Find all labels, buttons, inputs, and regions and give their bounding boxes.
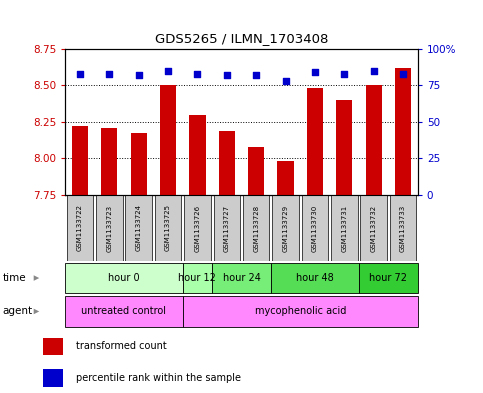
Text: GSM1133726: GSM1133726 [195,204,200,252]
Point [194,71,201,77]
Point [252,72,260,79]
Bar [395,68,411,195]
Bar [271,263,359,294]
Point [223,72,231,79]
Bar [272,195,299,261]
Bar [360,195,387,261]
Bar [243,195,270,261]
Text: hour 48: hour 48 [296,273,334,283]
Point [135,72,142,79]
Bar [183,263,212,294]
Bar [390,195,416,261]
Text: GSM1133730: GSM1133730 [312,204,318,252]
Text: mycophenolic acid: mycophenolic acid [255,307,346,316]
Text: GSM1133732: GSM1133732 [371,204,377,252]
Text: GSM1133723: GSM1133723 [106,204,112,252]
Text: GSM1133729: GSM1133729 [283,204,288,252]
Text: hour 0: hour 0 [108,273,140,283]
Point [341,71,348,77]
Bar [307,88,323,195]
Text: untreated control: untreated control [82,307,167,316]
Point [282,78,289,84]
Bar [43,338,63,355]
Bar [65,263,183,294]
Bar [212,263,271,294]
Point [399,71,407,77]
Text: percentile rank within the sample: percentile rank within the sample [75,373,241,383]
Text: GSM1133728: GSM1133728 [253,204,259,252]
Text: agent: agent [2,307,32,316]
Text: GSM1133724: GSM1133724 [136,204,142,252]
Point [76,71,84,77]
Bar [183,296,418,327]
Bar [43,369,63,387]
Bar [189,114,205,195]
Point [105,71,113,77]
Bar [72,126,88,195]
Point [164,68,172,74]
Bar [67,195,93,261]
Bar [248,147,264,195]
Text: transformed count: transformed count [75,342,166,351]
Bar [126,195,152,261]
Text: GSM1133731: GSM1133731 [341,204,347,252]
Bar [155,195,181,261]
Text: hour 72: hour 72 [369,273,408,283]
Bar [366,85,382,195]
Text: GSM1133725: GSM1133725 [165,204,171,252]
Bar [65,296,183,327]
Text: GSM1133733: GSM1133733 [400,204,406,252]
Bar [96,195,123,261]
Text: hour 12: hour 12 [179,273,216,283]
Bar [336,100,353,195]
Bar [278,161,294,195]
Text: GSM1133722: GSM1133722 [77,204,83,252]
Bar [331,195,357,261]
Bar [101,128,117,195]
Text: hour 24: hour 24 [223,273,260,283]
Bar [302,195,328,261]
Bar [160,85,176,195]
Point [370,68,378,74]
Bar [359,263,418,294]
Bar [184,195,211,261]
Text: time: time [2,273,26,283]
Bar [219,130,235,195]
Bar [130,134,147,195]
Text: GDS5265 / ILMN_1703408: GDS5265 / ILMN_1703408 [155,32,328,45]
Point [311,69,319,75]
Bar [213,195,240,261]
Text: GSM1133727: GSM1133727 [224,204,230,252]
